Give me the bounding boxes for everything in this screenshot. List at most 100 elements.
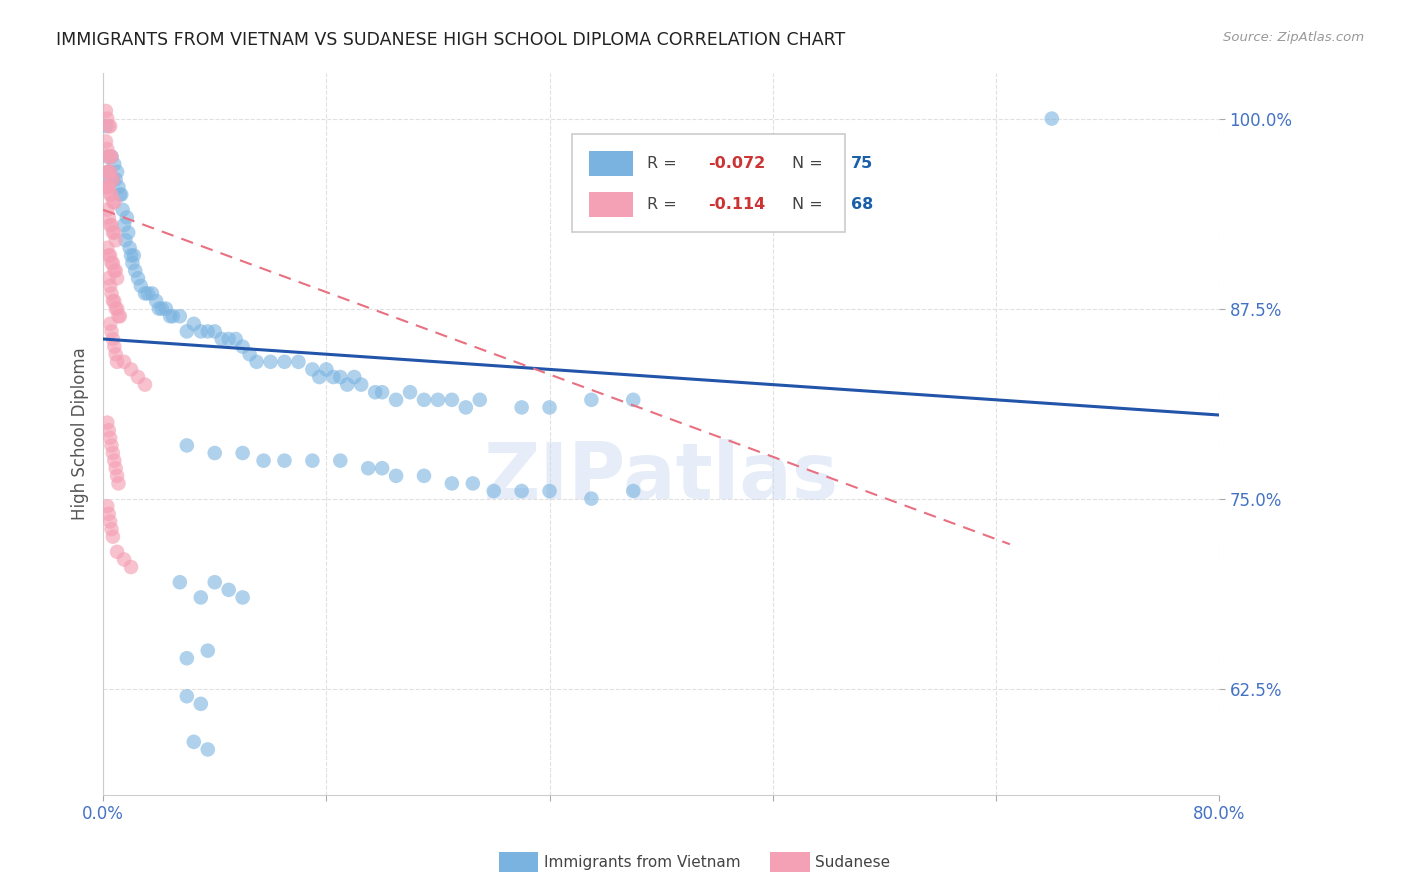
Point — [96, 165, 118, 179]
Text: -0.072: -0.072 — [709, 156, 765, 171]
Point — [197, 643, 219, 657]
Point — [100, 150, 122, 164]
Text: R =: R = — [647, 156, 682, 171]
Point — [94, 103, 117, 118]
Point — [183, 735, 205, 749]
Point — [239, 347, 262, 361]
Point — [105, 355, 128, 369]
Point — [162, 309, 184, 323]
Point — [112, 552, 135, 566]
Text: ZIPatlas: ZIPatlas — [484, 440, 838, 516]
Point — [357, 461, 380, 475]
Point — [101, 293, 124, 308]
Point — [510, 401, 533, 415]
Point — [101, 256, 124, 270]
Text: N =: N = — [792, 197, 828, 212]
Point — [100, 150, 122, 164]
Point — [273, 355, 295, 369]
Point — [440, 392, 463, 407]
Point — [218, 582, 240, 597]
Point — [273, 453, 295, 467]
Text: N =: N = — [792, 156, 828, 171]
Point — [97, 507, 120, 521]
Point — [120, 248, 142, 262]
Point — [98, 431, 121, 445]
Point — [101, 446, 124, 460]
Point — [482, 483, 505, 498]
Point — [98, 150, 121, 164]
Point — [94, 180, 117, 194]
Point — [104, 301, 127, 316]
Point — [204, 575, 226, 590]
Point — [461, 476, 484, 491]
Point — [413, 392, 436, 407]
Point — [100, 325, 122, 339]
Point — [259, 355, 281, 369]
Point — [538, 401, 561, 415]
Point — [145, 293, 167, 308]
Point — [97, 423, 120, 437]
Point — [101, 172, 124, 186]
Point — [468, 392, 491, 407]
Point — [385, 468, 408, 483]
Point — [97, 150, 120, 164]
Point — [105, 301, 128, 316]
Text: Sudanese: Sudanese — [815, 855, 890, 870]
Point — [301, 362, 323, 376]
Point — [204, 446, 226, 460]
Point — [103, 263, 125, 277]
Point — [103, 226, 125, 240]
Point — [197, 742, 219, 756]
Point — [190, 591, 212, 605]
Point — [190, 325, 212, 339]
Point — [232, 446, 254, 460]
Point — [510, 483, 533, 498]
Point — [134, 286, 156, 301]
Point — [329, 370, 352, 384]
Point — [141, 286, 163, 301]
Point — [104, 347, 127, 361]
Point — [98, 317, 121, 331]
Point — [232, 340, 254, 354]
Point — [114, 233, 136, 247]
Point — [150, 301, 173, 316]
Text: -0.114: -0.114 — [709, 197, 765, 212]
Point — [97, 180, 120, 194]
Point — [98, 119, 121, 133]
Point — [105, 545, 128, 559]
Point — [100, 172, 122, 186]
Point — [98, 248, 121, 262]
Point — [129, 278, 152, 293]
Point — [96, 180, 118, 194]
Point — [105, 468, 128, 483]
Point — [343, 370, 366, 384]
Point — [197, 325, 219, 339]
Point — [122, 248, 145, 262]
Text: 68: 68 — [851, 197, 873, 212]
Point — [176, 438, 198, 452]
Point — [245, 355, 267, 369]
Point — [621, 392, 644, 407]
Point — [103, 195, 125, 210]
Point — [252, 453, 274, 467]
Point — [107, 180, 129, 194]
Point — [308, 370, 330, 384]
Point — [112, 355, 135, 369]
Point — [96, 112, 118, 126]
Point — [204, 325, 226, 339]
Point — [108, 187, 131, 202]
Point — [218, 332, 240, 346]
Point — [124, 263, 146, 277]
Point — [159, 309, 181, 323]
Point — [350, 377, 373, 392]
Point — [100, 218, 122, 232]
Point — [112, 218, 135, 232]
FancyBboxPatch shape — [589, 192, 633, 217]
Point — [364, 385, 387, 400]
Point — [103, 293, 125, 308]
Point — [96, 150, 118, 164]
Point — [97, 248, 120, 262]
Point — [110, 187, 132, 202]
Point — [97, 165, 120, 179]
Point — [538, 483, 561, 498]
